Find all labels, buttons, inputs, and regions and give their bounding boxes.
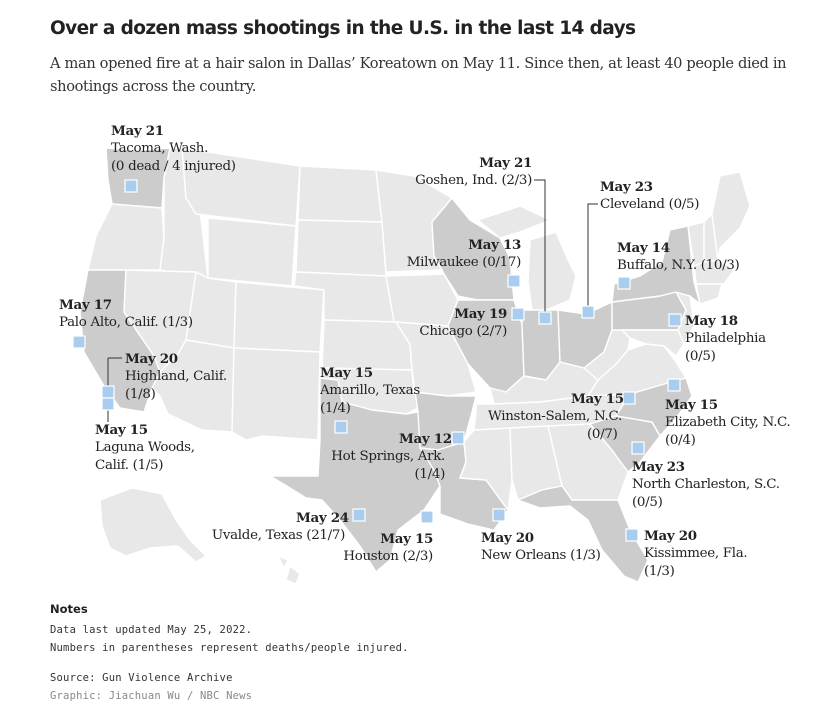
state-ak xyxy=(99,487,207,563)
callout-hot-springs: May 12 Hot Springs, Ark. (1/4) xyxy=(331,431,452,482)
marker-tacoma[interactable] xyxy=(124,179,138,193)
callout-cleveland: May 23 Cleveland (0/5) xyxy=(600,179,700,212)
marker-goshen[interactable] xyxy=(538,311,552,325)
state-hi xyxy=(277,555,301,585)
state-wi xyxy=(431,197,515,301)
callout-north-charleston: May 23 North Charleston, S.C. (0/5) xyxy=(632,459,780,510)
state-mi xyxy=(477,205,577,311)
callout-philadelphia: May 18 Philadelphia (0/5) xyxy=(685,313,766,364)
callout-laguna-woods: May 15 Laguna Woods, Calif. (1/5) xyxy=(95,422,195,473)
callout-uvalde: May 24 Uvalde, Texas (21/7) xyxy=(211,510,349,543)
state-nd xyxy=(297,165,383,223)
marker-north-charleston[interactable] xyxy=(631,441,645,455)
marker-houston[interactable] xyxy=(420,510,434,524)
marker-chicago[interactable] xyxy=(511,307,525,321)
state-shapes xyxy=(79,147,751,585)
state-ny xyxy=(611,225,701,305)
callout-palo-alto: May 17 Palo Alto, Calif. (1/3) xyxy=(59,297,193,330)
state-tx xyxy=(269,377,441,573)
state-ct xyxy=(695,283,723,305)
marker-elizabeth-city[interactable] xyxy=(667,378,681,392)
state-co xyxy=(233,281,325,353)
callout-kissimmee: May 20 Kissimmee, Fla. (1/3) xyxy=(644,528,748,579)
shooting-markers xyxy=(72,179,682,542)
graphic-credit: Graphic: Jiachuan Wu / NBC News xyxy=(50,690,253,702)
marker-philadelphia[interactable] xyxy=(668,313,682,327)
callout-amarillo: May 15 Amarillo, Texas (1/4) xyxy=(320,365,420,416)
callout-milwaukee: May 13 Milwaukee (0/17) xyxy=(406,237,522,270)
leader-goshen xyxy=(534,179,546,318)
marker-palo-alto[interactable] xyxy=(72,335,86,349)
callout-tacoma: May 21 Tacoma, Wash. (0 dead / 4 injured… xyxy=(111,123,236,174)
callout-elizabeth-city: May 15 Elizabeth City, N.C. (0/4) xyxy=(665,397,791,448)
state-wy xyxy=(207,217,297,287)
notes-updated: Data last updated May 25, 2022. xyxy=(50,624,253,636)
callout-highland: May 20 Highland, Calif. (1/8) xyxy=(125,351,227,402)
state-mt xyxy=(181,147,301,227)
marker-amarillo[interactable] xyxy=(334,420,348,434)
marker-hot-springs[interactable] xyxy=(451,431,465,445)
callout-buffalo: May 14 Buffalo, N.Y. (10/3) xyxy=(617,240,740,273)
state-me xyxy=(711,171,751,261)
marker-new-orleans[interactable] xyxy=(492,508,506,522)
notes-explanation: Numbers in parentheses represent deaths/… xyxy=(50,642,409,654)
subtitle: A man opened fire at a hair salon in Dal… xyxy=(50,55,787,95)
leader-cleveland xyxy=(587,203,598,312)
marker-laguna-woods[interactable] xyxy=(101,397,115,411)
marker-highland[interactable] xyxy=(101,385,115,399)
source: Source: Gun Violence Archive xyxy=(50,672,233,684)
state-ar xyxy=(411,369,477,451)
notes-heading: Notes xyxy=(50,602,88,616)
state-ma xyxy=(693,259,735,289)
marker-kissimmee[interactable] xyxy=(625,528,639,542)
state-az xyxy=(151,339,235,433)
marker-buffalo[interactable] xyxy=(617,276,631,290)
page-title: Over a dozen mass shootings in the U.S. … xyxy=(50,18,636,39)
marker-milwaukee[interactable] xyxy=(507,274,521,288)
marker-winston-salem[interactable] xyxy=(622,391,636,405)
marker-uvalde[interactable] xyxy=(352,508,366,522)
callout-goshen: May 21 Goshen, Ind. (2/3) xyxy=(415,155,532,188)
callout-houston: May 15 Houston (2/3) xyxy=(343,531,433,564)
state-sd xyxy=(295,219,387,277)
state-or xyxy=(87,203,165,271)
marker-cleveland[interactable] xyxy=(581,305,595,319)
state-fl xyxy=(517,485,649,583)
callout-winston-salem: May 15 Winston-Salem, N.C. (0/7) xyxy=(488,391,624,442)
state-wa xyxy=(105,147,171,209)
callout-chicago: May 19 Chicago (2/7) xyxy=(419,306,507,339)
callout-new-orleans: May 20 New Orleans (1/3) xyxy=(481,530,601,563)
state-nm xyxy=(231,347,321,441)
